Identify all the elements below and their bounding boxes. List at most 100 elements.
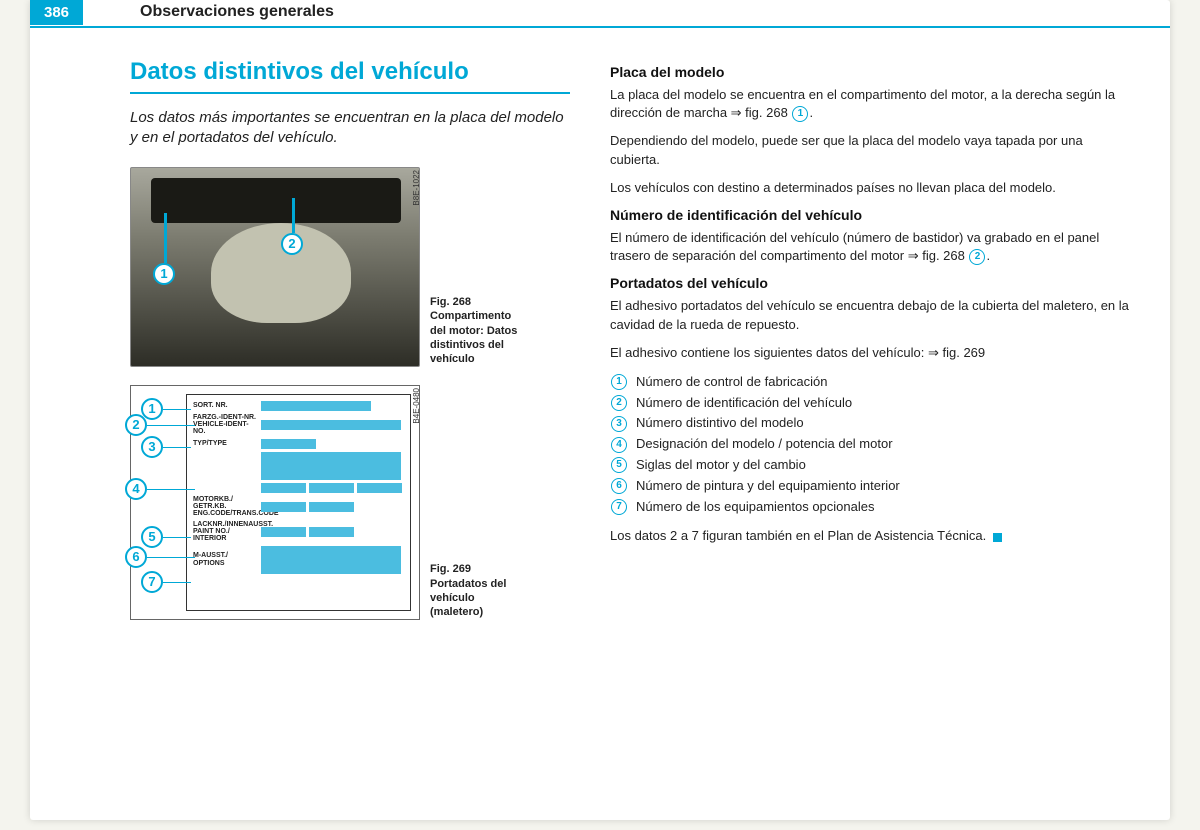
para-s3-2: El adhesivo contiene los siguientes dato… xyxy=(610,344,1130,362)
data-label-field: FARZG.-IDENT-NR. VEHICLE-IDENT-NO. xyxy=(193,414,261,436)
list-number-icon: 2 xyxy=(611,395,627,411)
bar-group xyxy=(261,439,404,449)
list-item: 4 Designación del modelo / potencia del m… xyxy=(610,434,1130,455)
para-s3-3: Los datos 2 a 7 figuran también en el Pl… xyxy=(610,527,1130,545)
content-columns: Datos distintivos del vehículo Los datos… xyxy=(30,58,1170,638)
data-label-row: LACKNR./INNENAUSST. PAINT NO./ INTERIOR xyxy=(193,521,404,543)
bar-group xyxy=(261,452,404,480)
right-column: Placa del modelo La placa del modelo se … xyxy=(610,58,1130,638)
list-number-icon: 4 xyxy=(611,437,627,453)
para-s2-1-text: El número de identificación del vehículo… xyxy=(610,230,1099,263)
list-item-text: Número de los equipamientos opcionales xyxy=(636,497,874,518)
figure-269-block: B4E-0480 SORT. NR. FARZG.-IDENT-NR. VEHIC… xyxy=(130,385,570,620)
callout-line xyxy=(163,537,191,538)
data-label-row: TYP/TYPE xyxy=(193,439,404,449)
callout-pointer-2 xyxy=(292,198,295,233)
list-item-text: Número de pintura y del equipamiento int… xyxy=(636,476,900,497)
data-bar xyxy=(357,483,402,493)
data-bar xyxy=(261,452,401,480)
data-label-row: MOTORKB./ GETR.KB. ENG.CODE/TRANS.CODE xyxy=(193,496,404,518)
numbered-list: 1 Número de control de fabricación 2 Número… xyxy=(610,372,1130,518)
figure-268-block: 1 2 B8E-1022 Fig. 268 Compartimento del … xyxy=(130,167,570,367)
manual-page: 386 Observaciones generales Datos distin… xyxy=(30,0,1170,820)
data-label-field: LACKNR./INNENAUSST. PAINT NO./ INTERIOR xyxy=(193,521,261,543)
callout-line xyxy=(147,425,195,426)
data-bar xyxy=(261,483,306,493)
end-marker-icon xyxy=(993,533,1002,542)
callout-2: 2 xyxy=(281,233,303,255)
callout-2: 2 xyxy=(125,414,147,436)
data-label-row: FARZG.-IDENT-NR. VEHICLE-IDENT-NO. xyxy=(193,414,404,436)
data-bar xyxy=(309,527,354,537)
callout-6: 6 xyxy=(125,546,147,568)
list-number-icon: 1 xyxy=(611,374,627,390)
callout-line xyxy=(163,447,191,448)
engine-dark-area xyxy=(151,178,401,223)
list-item-text: Número de identificación del vehículo xyxy=(636,393,852,414)
data-label-row xyxy=(193,452,404,480)
bar-group xyxy=(261,483,404,493)
data-label-inner: SORT. NR. FARZG.-IDENT-NR. VEHICLE-IDENT-… xyxy=(186,394,411,611)
list-item: 6 Número de pintura y del equipamiento in… xyxy=(610,476,1130,497)
callout-1: 1 xyxy=(153,263,175,285)
list-number-icon: 6 xyxy=(611,478,627,494)
data-bar xyxy=(261,401,371,411)
list-item-text: Siglas del motor y del cambio xyxy=(636,455,806,476)
data-bar xyxy=(261,439,316,449)
header-section-title: Observaciones generales xyxy=(140,3,334,21)
data-label-field: TYP/TYPE xyxy=(193,440,261,447)
para-s1-3: Los vehículos con destino a determinados… xyxy=(610,179,1130,197)
inline-ref-1: 1 xyxy=(792,106,808,122)
bar-group xyxy=(261,401,404,411)
data-bar xyxy=(309,483,354,493)
left-column: Datos distintivos del vehículo Los datos… xyxy=(130,58,570,638)
bar-group xyxy=(261,527,404,537)
callout-3: 3 xyxy=(141,436,163,458)
para-s3-3-text: Los datos 2 a 7 figuran también en el Pl… xyxy=(610,528,986,543)
callout-line xyxy=(163,409,191,410)
list-number-icon: 3 xyxy=(611,416,627,432)
callout-line xyxy=(147,557,195,558)
para-s2-1: El número de identificación del vehículo… xyxy=(610,229,1130,265)
callout-1: 1 xyxy=(141,398,163,420)
data-label-row: SORT. NR. xyxy=(193,401,404,411)
bar-group xyxy=(261,420,404,430)
para-s1-1: La placa del modelo se encuentra en el c… xyxy=(610,86,1130,122)
list-item: 5 Siglas del motor y del cambio xyxy=(610,455,1130,476)
para-s1-2: Dependiendo del modelo, puede ser que la… xyxy=(610,132,1130,168)
list-item: 1 Número de control de fabricación xyxy=(610,372,1130,393)
data-bar xyxy=(261,502,306,512)
para-s3-1: El adhesivo portadatos del vehículo se e… xyxy=(610,297,1130,333)
image-code-269: B4E-0480 xyxy=(412,388,421,424)
callout-line xyxy=(163,582,191,583)
bar-group xyxy=(261,546,404,574)
callout-5: 5 xyxy=(141,526,163,548)
list-item-text: Número distintivo del modelo xyxy=(636,413,804,434)
section-title-portadatos: Portadatos del vehículo xyxy=(610,275,1130,291)
page-number: 386 xyxy=(30,0,83,25)
engine-cover xyxy=(211,223,351,323)
data-label-field: SORT. NR. xyxy=(193,402,261,409)
callout-7: 7 xyxy=(141,571,163,593)
figure-268-caption: Fig. 268 Compartimento del motor: Datos … xyxy=(430,295,525,366)
figure-269-data-label: B4E-0480 SORT. NR. FARZG.-IDENT-NR. VEHIC… xyxy=(130,385,420,620)
list-item-text: Designación del modelo / potencia del mo… xyxy=(636,434,893,455)
list-item-text: Número de control de fabricación xyxy=(636,372,828,393)
callout-line xyxy=(147,489,195,490)
bar-group xyxy=(261,502,404,512)
callout-4: 4 xyxy=(125,478,147,500)
inline-ref-2: 2 xyxy=(969,249,985,265)
data-label-row xyxy=(193,483,404,493)
list-number-icon: 5 xyxy=(611,457,627,473)
image-code-268: B8E-1022 xyxy=(412,170,421,206)
data-bar xyxy=(261,420,401,430)
list-number-icon: 7 xyxy=(611,499,627,515)
list-item: 7 Número de los equipamientos opcionales xyxy=(610,497,1130,518)
data-label-field: MOTORKB./ GETR.KB. ENG.CODE/TRANS.CODE xyxy=(193,496,261,518)
list-item: 2 Número de identificación del vehículo xyxy=(610,393,1130,414)
main-title: Datos distintivos del vehículo xyxy=(130,58,570,94)
list-item: 3 Número distintivo del modelo xyxy=(610,413,1130,434)
data-label-field: M-AUSST./ OPTIONS xyxy=(193,552,261,567)
para-s1-1-text: La placa del modelo se encuentra en el c… xyxy=(610,87,1115,120)
section-title-vin: Número de identificación del vehículo xyxy=(610,207,1130,223)
